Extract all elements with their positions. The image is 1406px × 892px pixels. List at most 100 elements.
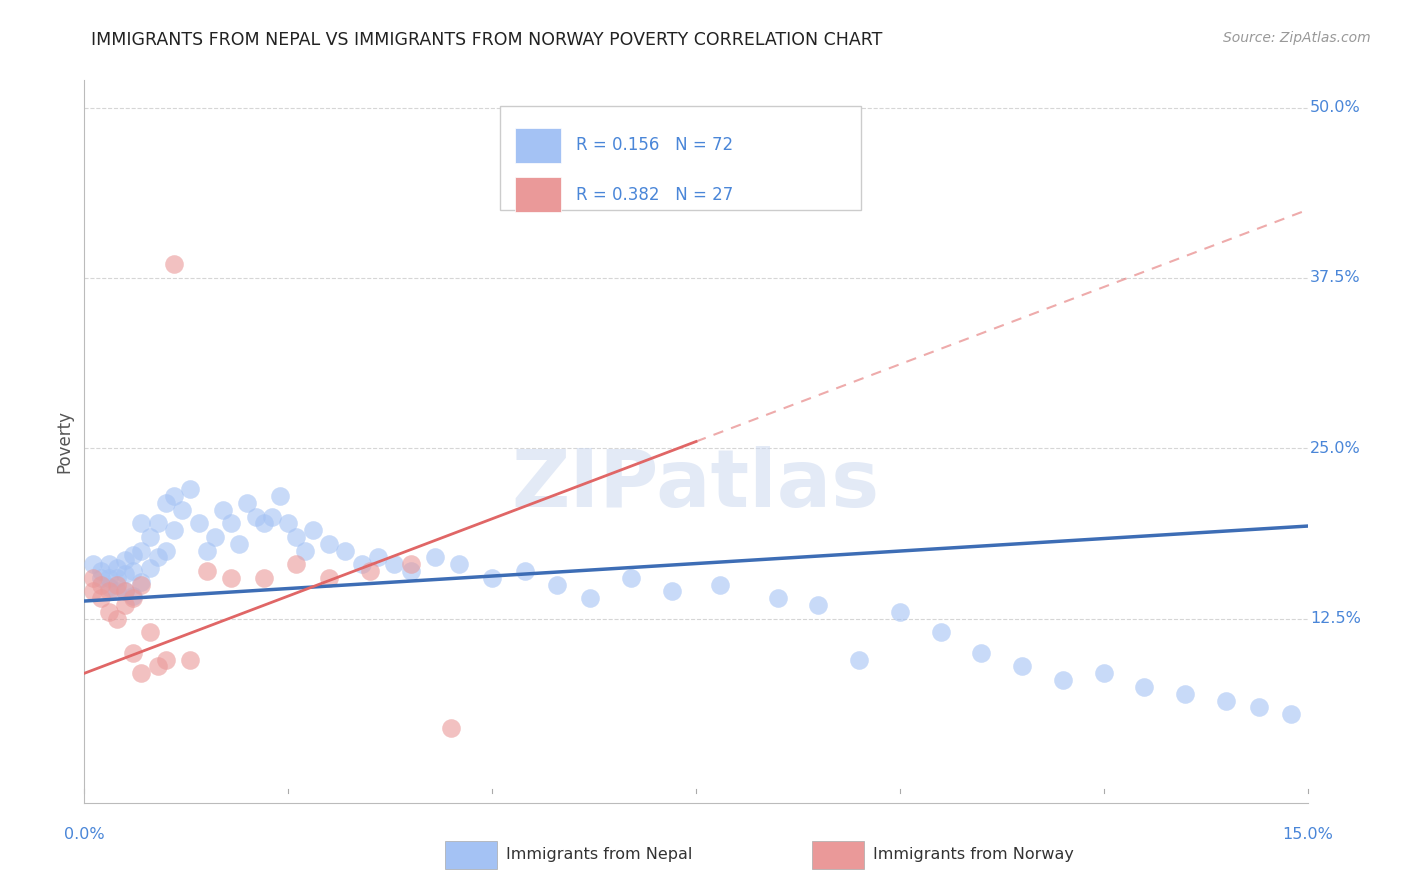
Point <box>163 523 186 537</box>
Point <box>807 598 830 612</box>
Text: R = 0.156   N = 72: R = 0.156 N = 72 <box>576 136 733 154</box>
Point <box>219 571 242 585</box>
Point <box>212 502 235 516</box>
Point <box>163 489 186 503</box>
Point <box>579 591 602 606</box>
Point <box>620 571 643 585</box>
Point <box>131 574 153 589</box>
Point <box>122 564 145 578</box>
Point <box>122 548 145 562</box>
Point <box>146 550 169 565</box>
Point <box>138 625 160 640</box>
Point <box>105 561 128 575</box>
Point <box>277 516 299 531</box>
Point <box>399 558 422 572</box>
Point <box>661 584 683 599</box>
Point <box>1174 687 1197 701</box>
Text: 15.0%: 15.0% <box>1282 828 1333 842</box>
Point <box>105 577 128 591</box>
Point <box>97 571 120 585</box>
Point <box>146 516 169 531</box>
Point <box>114 553 136 567</box>
Point <box>382 558 405 572</box>
Text: Immigrants from Norway: Immigrants from Norway <box>873 847 1074 863</box>
Point <box>97 558 120 572</box>
Point <box>105 612 128 626</box>
Text: R = 0.382   N = 27: R = 0.382 N = 27 <box>576 186 734 203</box>
Point <box>848 653 870 667</box>
Point <box>301 523 323 537</box>
Point <box>131 543 153 558</box>
Point <box>889 605 911 619</box>
Text: 0.0%: 0.0% <box>65 828 104 842</box>
Point <box>335 543 357 558</box>
Text: IMMIGRANTS FROM NEPAL VS IMMIGRANTS FROM NORWAY POVERTY CORRELATION CHART: IMMIGRANTS FROM NEPAL VS IMMIGRANTS FROM… <box>91 31 883 49</box>
Point <box>1247 700 1270 714</box>
Bar <box>813 841 863 869</box>
Point <box>423 550 446 565</box>
Point <box>122 589 145 603</box>
Point <box>1133 680 1156 694</box>
Point <box>513 564 536 578</box>
Point <box>219 516 242 531</box>
Point <box>350 558 373 572</box>
Point <box>294 543 316 558</box>
Point <box>245 509 267 524</box>
Point <box>1011 659 1033 673</box>
Text: 25.0%: 25.0% <box>1310 441 1361 456</box>
Point <box>131 516 153 531</box>
Y-axis label: Poverty: Poverty <box>55 410 73 473</box>
Point <box>1279 707 1302 722</box>
Point <box>546 577 568 591</box>
Point <box>318 537 340 551</box>
Point <box>114 598 136 612</box>
Point <box>195 543 218 558</box>
Point <box>399 564 422 578</box>
Point <box>970 646 993 660</box>
Point <box>114 566 136 581</box>
Point <box>146 659 169 673</box>
Point <box>440 721 463 735</box>
Point <box>155 496 177 510</box>
Point <box>1215 693 1237 707</box>
Point <box>114 584 136 599</box>
Bar <box>515 178 561 212</box>
Point <box>114 584 136 599</box>
Point <box>97 605 120 619</box>
Text: ZIPatlas: ZIPatlas <box>512 446 880 524</box>
Bar <box>515 128 561 162</box>
Text: Source: ZipAtlas.com: Source: ZipAtlas.com <box>1223 31 1371 45</box>
Point <box>122 591 145 606</box>
Point <box>105 584 128 599</box>
Point <box>163 257 186 271</box>
Text: 37.5%: 37.5% <box>1310 270 1361 285</box>
Point <box>929 625 952 640</box>
Point <box>195 564 218 578</box>
Point <box>269 489 291 503</box>
Point <box>155 543 177 558</box>
Point <box>204 530 226 544</box>
Point <box>105 571 128 585</box>
Point <box>187 516 209 531</box>
Point <box>253 571 276 585</box>
Point <box>1092 666 1115 681</box>
Point <box>228 537 250 551</box>
Point <box>179 482 201 496</box>
Point <box>367 550 389 565</box>
Point <box>172 502 194 516</box>
Point <box>97 584 120 599</box>
Point <box>82 571 104 585</box>
Point <box>122 646 145 660</box>
Point <box>90 564 112 578</box>
Point <box>138 561 160 575</box>
Point <box>766 591 789 606</box>
Bar <box>446 841 496 869</box>
Text: Immigrants from Nepal: Immigrants from Nepal <box>506 847 693 863</box>
Point <box>709 577 731 591</box>
Point <box>260 509 283 524</box>
Point <box>359 564 381 578</box>
Point <box>449 558 471 572</box>
Point <box>155 653 177 667</box>
Point <box>131 577 153 591</box>
Point <box>481 571 503 585</box>
